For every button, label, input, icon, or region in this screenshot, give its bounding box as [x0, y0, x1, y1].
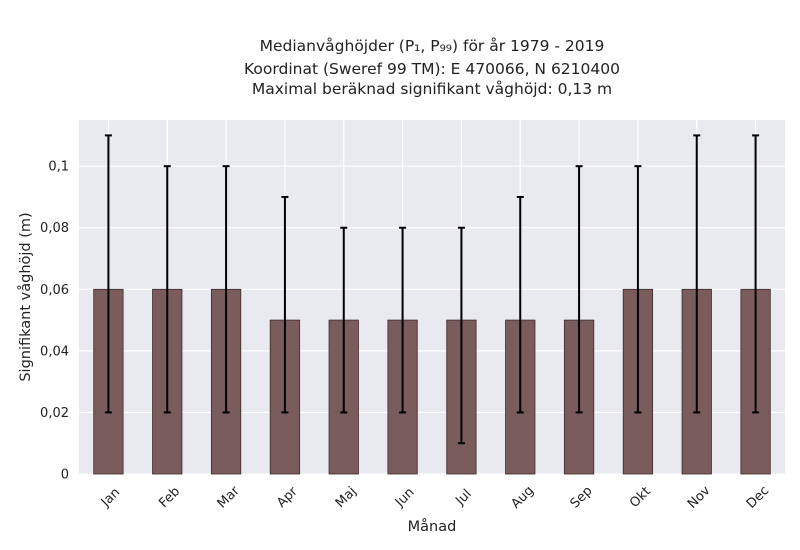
x-tick-label: Apr: [274, 484, 301, 511]
error-bar: [399, 226, 407, 414]
title-line-3: Maximal beräknad signifikant våghöjd: 0,…: [252, 80, 612, 98]
x-tick-label: Jun: [392, 485, 418, 511]
x-tick-label: Mar: [215, 483, 243, 511]
error-bar: [693, 134, 701, 414]
y-axis-ticks: 0 0,02 0,04 0,06 0,08 0,1: [40, 160, 69, 483]
y-tick-label: 0: [61, 468, 69, 483]
x-tick-label: Jul: [452, 487, 474, 509]
x-axis-label: Månad: [408, 518, 457, 535]
error-bar: [634, 165, 642, 414]
x-tick-label: Feb: [156, 484, 183, 511]
x-tick-label: Sep: [568, 484, 596, 512]
error-bar: [163, 165, 171, 414]
y-tick-label: 0,04: [40, 344, 69, 359]
error-bar: [222, 165, 230, 414]
error-bar: [752, 134, 760, 414]
x-tick-label: Dec: [744, 483, 772, 511]
plot-area: [79, 120, 785, 474]
y-axis-label: Signifikant våghöjd (m): [17, 212, 34, 381]
x-tick-label: Okt: [627, 484, 654, 511]
error-bar: [457, 226, 465, 445]
error-bar: [516, 195, 524, 414]
error-bar: [104, 134, 112, 414]
title-line-1: Medianvåghöjder (P₁, P₉₉) för år 1979 - …: [260, 37, 605, 55]
x-tick-label: Jan: [98, 485, 123, 510]
x-axis-ticks: Jan Feb Mar Apr Maj Jun Jul Aug Sep Okt Nov Dec: [98, 483, 772, 512]
y-tick-label: 0,06: [40, 283, 69, 298]
y-tick-label: 0,08: [40, 221, 69, 236]
x-tick-label: Aug: [508, 483, 537, 512]
error-bar: [281, 195, 289, 414]
chart-title: Medianvåghöjder (P₁, P₉₉) för år 1979 - …: [244, 37, 620, 98]
x-tick-label: Maj: [333, 484, 360, 511]
error-bars: [104, 134, 760, 445]
y-tick-label: 0,02: [40, 406, 69, 421]
y-tick-label: 0,1: [48, 160, 69, 175]
error-bar: [340, 226, 348, 414]
error-bar: [575, 165, 583, 414]
title-line-2: Koordinat (Sweref 99 TM): E 470066, N 62…: [244, 60, 620, 78]
x-tick-label: Nov: [685, 483, 714, 512]
